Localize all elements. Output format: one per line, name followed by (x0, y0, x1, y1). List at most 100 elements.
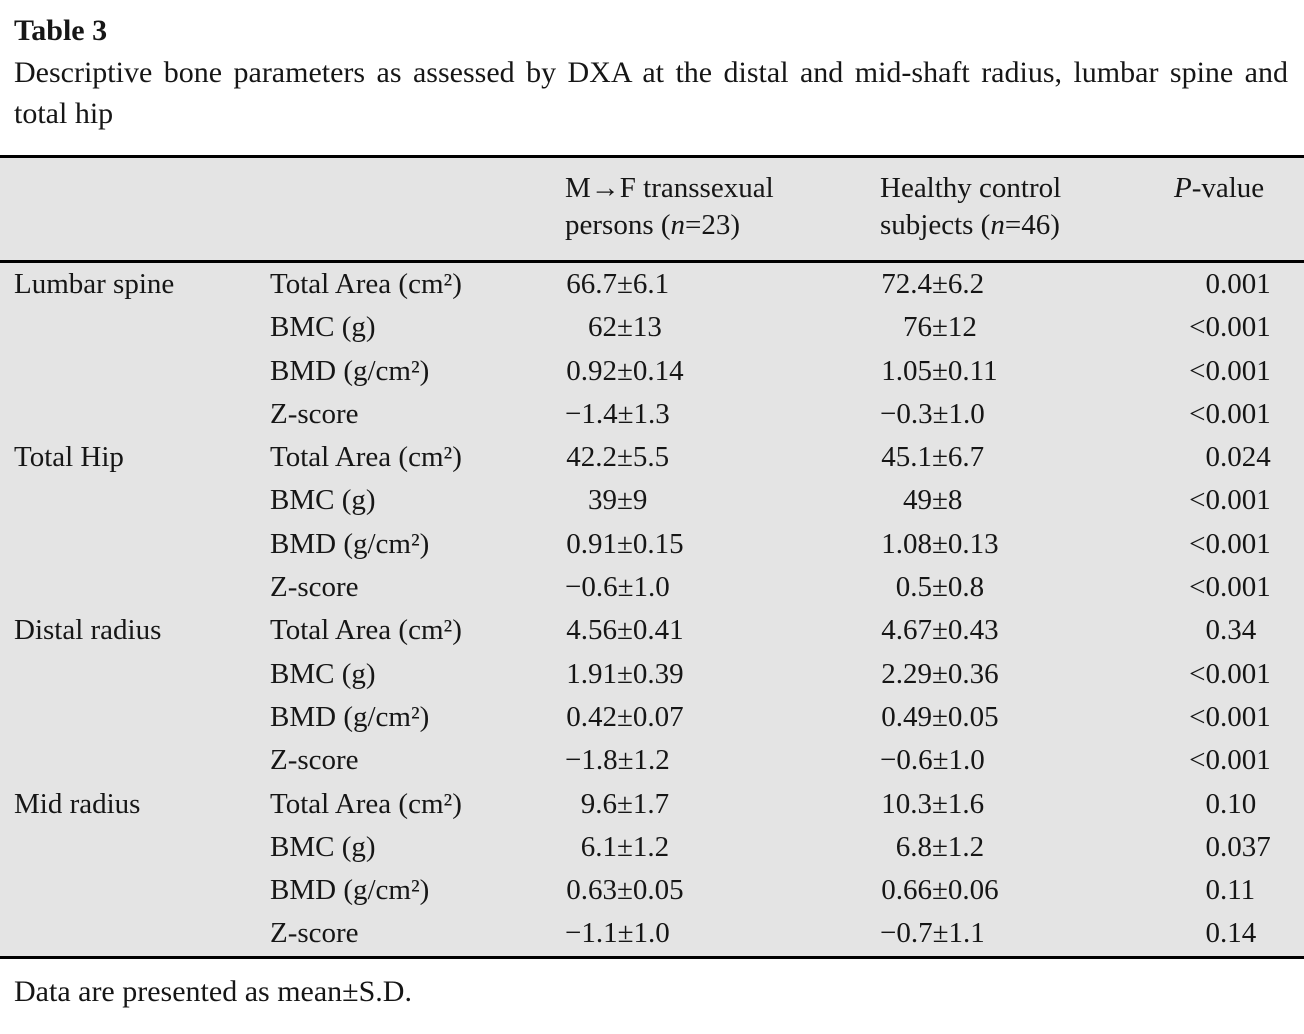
number-lead-part: 0.49 (881, 700, 932, 733)
table-row: Lumbar spine Total Area (cm²) 66.7±6.1 7… (0, 263, 1304, 306)
group1-value: 0.42±0.07 (565, 696, 880, 739)
number-lead-part: 1.91 (566, 657, 617, 690)
number-tail-part: .001 (1220, 397, 1271, 430)
data-table: M→F transsexual persons (n=23) Healthy c… (0, 155, 1304, 959)
parameter-label: Total Area (cm²) (270, 441, 462, 474)
group2-value: 0.5±0.8 (880, 566, 1170, 609)
number-tail-part: ±13 (617, 311, 662, 344)
number-lead-part: −0.3 (880, 397, 933, 430)
parameter-label: Z-score (270, 397, 359, 430)
region-label (0, 653, 270, 696)
table-row: BMC (g) 6.1±1.2 6.8±1.2 0.037 (0, 826, 1304, 869)
number-lead-part: 0 (1205, 614, 1221, 647)
parameter-label: BMD (g/cm²) (270, 700, 430, 733)
number-lead-part: 1.08 (881, 527, 932, 560)
p-value: 0.10 (1170, 783, 1304, 826)
number-lead-part: 66.7 (566, 268, 617, 300)
column-header-pvalue: P-value (1170, 170, 1304, 244)
number-lead-part: <0 (1189, 744, 1220, 777)
number-tail-part: ±0.13 (932, 527, 999, 560)
column-header-group2: Healthy control subjects (n=46) (880, 170, 1170, 244)
parameter-label: BMD (g/cm²) (270, 874, 430, 907)
group1-value: 4.56±0.41 (565, 609, 880, 652)
group2-value: 10.3±1.6 (880, 783, 1170, 826)
number-lead-part: 9.6 (580, 787, 617, 820)
group1-value: 66.7±6.1 (565, 263, 880, 306)
number-tail-part: ±0.06 (932, 874, 999, 907)
number-tail-part: ±0.11 (932, 354, 998, 387)
table-row: BMC (g) 39±9 49±8 <0.001 (0, 479, 1304, 522)
region-label: Distal radius (14, 614, 162, 647)
number-lead-part: −0.7 (880, 917, 933, 950)
region-label (0, 566, 270, 609)
number-tail-part: ±6.1 (617, 268, 670, 300)
number-tail-part: ±1.2 (617, 744, 670, 777)
number-lead-part: 49 (903, 484, 932, 517)
group2-value: −0.6±1.0 (880, 739, 1170, 782)
number-lead-part: <0 (1189, 700, 1220, 733)
number-tail-part: .001 (1220, 744, 1271, 777)
group2-value: 0.66±0.06 (880, 869, 1170, 912)
number-tail-part: ±0.05 (932, 700, 999, 733)
group1-line2-n: n (670, 209, 686, 241)
group2-line2-post: =46) (1004, 209, 1060, 241)
group1-header-line2: persons (n=23) (565, 207, 880, 244)
number-tail-part: .001 (1220, 311, 1271, 344)
parameter-label: Z-score (270, 744, 359, 777)
p-value: <0.001 (1170, 306, 1304, 349)
parameter-label: BMD (g/cm²) (270, 354, 430, 387)
parameter-label: BMC (g) (270, 311, 376, 344)
number-lead-part: 0 (1205, 441, 1221, 474)
table-row: BMC (g) 1.91±0.39 2.29±0.36 <0.001 (0, 653, 1304, 696)
number-tail-part: .001 (1220, 571, 1271, 604)
group2-value: 0.49±0.05 (880, 696, 1170, 739)
number-tail-part: ±0.07 (617, 700, 684, 733)
number-lead-part: 76 (903, 311, 932, 344)
group2-line2-n: n (990, 209, 1005, 241)
group1-value: 62±13 (565, 306, 880, 349)
table-row: BMD (g/cm²) 0.42±0.07 0.49±0.05 <0.001 (0, 696, 1304, 739)
region-label (0, 479, 270, 522)
number-lead-part: 4.67 (881, 614, 932, 647)
region-label (0, 350, 270, 393)
number-tail-part: ±0.43 (932, 614, 999, 647)
number-tail-part: ±9 (617, 484, 648, 517)
number-lead-part: 0.5 (895, 571, 932, 604)
table-title: Table 3 (14, 14, 108, 47)
number-lead-part: 0.92 (566, 354, 617, 387)
group1-value: −1.8±1.2 (565, 739, 880, 782)
group2-header-line2: subjects (n=46) (880, 207, 1170, 244)
number-lead-part: −1.8 (565, 744, 618, 777)
p-value: 0.037 (1170, 826, 1304, 869)
number-lead-part: 10.3 (881, 787, 932, 820)
group2-line2-pre: subjects ( (880, 209, 991, 241)
table-header-row: M→F transsexual persons (n=23) Healthy c… (0, 158, 1304, 263)
number-tail-part: ±1.6 (932, 787, 985, 820)
parameter-label: Total Area (cm²) (270, 787, 462, 820)
number-tail-part: ±1.0 (617, 917, 670, 950)
group2-value: 1.05±0.11 (880, 350, 1170, 393)
number-tail-part: ±1.7 (617, 787, 670, 820)
parameter-label: BMD (g/cm²) (270, 527, 430, 560)
table-row: Mid radius Total Area (cm²) 9.6±1.7 10.3… (0, 783, 1304, 826)
column-header-group1: M→F transsexual persons (n=23) (565, 170, 880, 244)
table-row: Distal radius Total Area (cm²) 4.56±0.41… (0, 609, 1304, 652)
number-tail-part: ±6.7 (932, 441, 985, 474)
p-value: <0.001 (1170, 653, 1304, 696)
group1-line2-pre: persons ( (565, 209, 671, 241)
number-tail-part: ±8 (932, 484, 963, 517)
number-lead-part: 4.56 (566, 614, 617, 647)
number-lead-part: 0.42 (566, 700, 617, 733)
number-tail-part: .001 (1220, 484, 1271, 517)
number-lead-part: 0 (1205, 787, 1221, 820)
group1-header-line1: M→F transsexual (565, 172, 774, 204)
table-caption: Descriptive bone parameters as assessed … (14, 56, 1288, 130)
number-tail-part: ±0.15 (617, 527, 684, 560)
region-label: Mid radius (14, 787, 141, 820)
table-body: Lumbar spine Total Area (cm²) 66.7±6.1 7… (0, 263, 1304, 956)
number-lead-part: −0.6 (880, 744, 933, 777)
number-tail-part: .001 (1220, 527, 1271, 560)
number-lead-part: 1.05 (881, 354, 932, 387)
number-tail-part: ±5.5 (617, 441, 670, 474)
region-label (0, 523, 270, 566)
